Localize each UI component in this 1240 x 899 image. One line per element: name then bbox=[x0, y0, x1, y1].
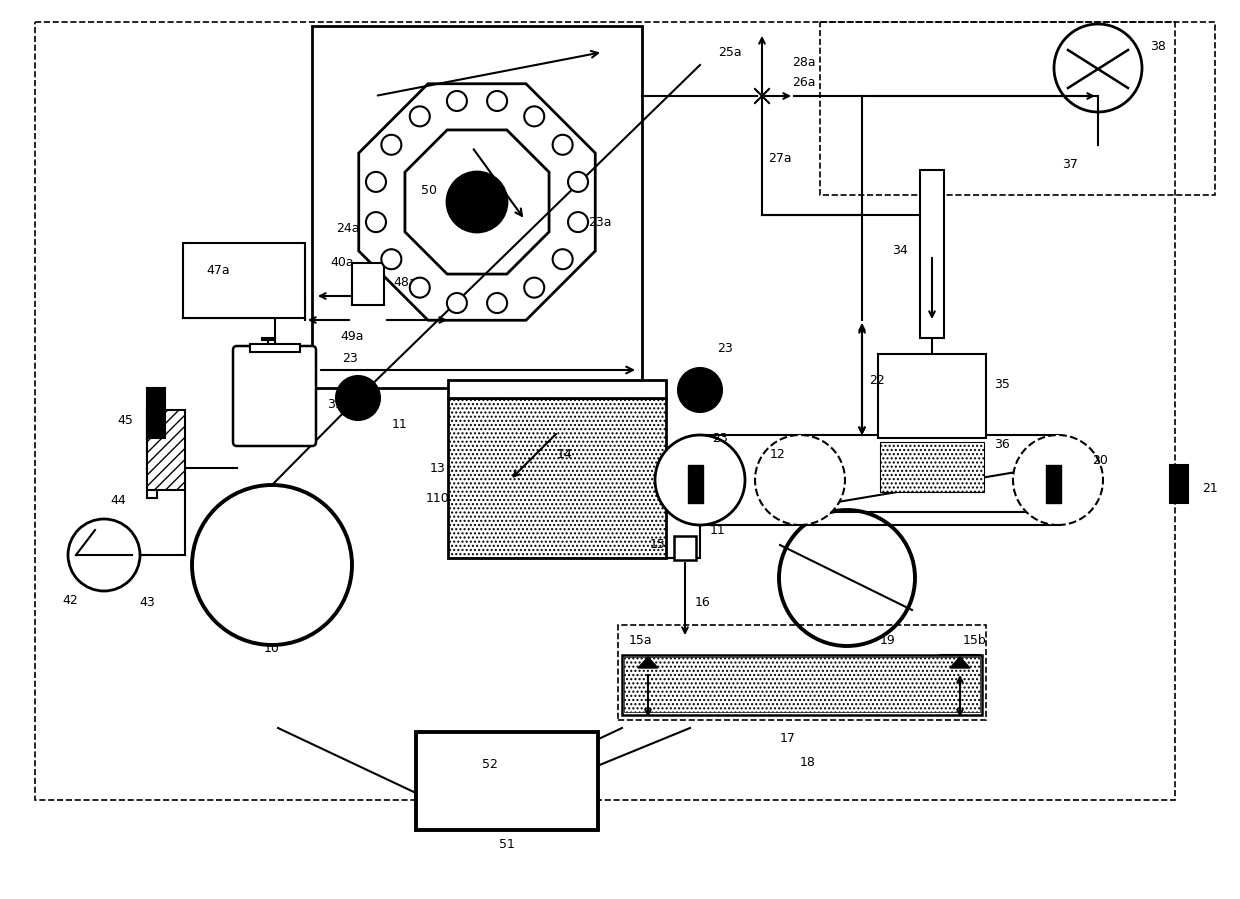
Text: 15: 15 bbox=[650, 539, 666, 551]
Text: 20: 20 bbox=[1092, 453, 1107, 467]
Text: 21: 21 bbox=[1202, 482, 1218, 494]
Circle shape bbox=[1013, 435, 1104, 525]
Bar bbox=[448, 380, 666, 398]
Text: 48a: 48a bbox=[393, 275, 417, 289]
Bar bbox=[352, 263, 384, 305]
Text: 50: 50 bbox=[422, 183, 436, 197]
Text: 37: 37 bbox=[1063, 158, 1078, 172]
Text: 40a: 40a bbox=[330, 255, 353, 269]
Text: 45: 45 bbox=[117, 414, 133, 426]
Text: 23a: 23a bbox=[588, 216, 611, 228]
Text: 13: 13 bbox=[430, 461, 446, 475]
Text: 47a: 47a bbox=[206, 263, 229, 277]
Bar bbox=[1047, 465, 1061, 503]
Circle shape bbox=[366, 212, 386, 232]
Text: 12: 12 bbox=[770, 449, 786, 461]
Text: 10: 10 bbox=[264, 642, 280, 654]
Text: 17: 17 bbox=[780, 732, 796, 744]
Text: 18: 18 bbox=[800, 755, 816, 769]
Text: 22: 22 bbox=[869, 373, 885, 387]
Circle shape bbox=[755, 435, 844, 525]
Polygon shape bbox=[639, 657, 658, 668]
Circle shape bbox=[568, 172, 588, 191]
Text: 51: 51 bbox=[498, 839, 515, 851]
Text: 43: 43 bbox=[139, 597, 155, 610]
Circle shape bbox=[525, 278, 544, 298]
Text: 11: 11 bbox=[711, 523, 725, 537]
Text: 27a: 27a bbox=[769, 152, 792, 165]
Circle shape bbox=[655, 435, 745, 525]
Bar bbox=[920, 170, 944, 338]
Circle shape bbox=[678, 368, 722, 412]
Bar bbox=[878, 354, 986, 438]
Bar bbox=[1171, 465, 1188, 503]
Bar bbox=[184, 243, 305, 318]
Bar bbox=[622, 655, 982, 715]
FancyBboxPatch shape bbox=[233, 346, 316, 446]
Text: 19: 19 bbox=[880, 634, 895, 646]
Circle shape bbox=[409, 106, 430, 127]
Text: 38: 38 bbox=[1149, 40, 1166, 54]
Bar bbox=[688, 465, 703, 503]
Text: 26a: 26a bbox=[792, 76, 816, 88]
Text: 23: 23 bbox=[342, 352, 358, 364]
Text: 35: 35 bbox=[994, 378, 1009, 391]
Circle shape bbox=[446, 172, 507, 232]
Bar bbox=[624, 657, 980, 712]
Text: 28a: 28a bbox=[792, 56, 816, 68]
Text: 39: 39 bbox=[327, 398, 343, 412]
Bar bbox=[250, 344, 300, 352]
Circle shape bbox=[487, 293, 507, 313]
Circle shape bbox=[366, 172, 386, 191]
Text: 49a: 49a bbox=[340, 330, 363, 343]
Text: 15b: 15b bbox=[963, 634, 987, 646]
Circle shape bbox=[553, 249, 573, 269]
Bar bbox=[415, 732, 598, 830]
Bar bbox=[880, 442, 985, 492]
Text: 36: 36 bbox=[994, 439, 1009, 451]
Text: 44: 44 bbox=[110, 494, 126, 506]
Text: 110: 110 bbox=[427, 492, 450, 504]
Circle shape bbox=[382, 249, 402, 269]
Bar bbox=[312, 26, 642, 388]
Bar bbox=[448, 398, 666, 558]
Text: 52: 52 bbox=[482, 758, 498, 770]
Text: 34: 34 bbox=[892, 244, 908, 256]
Bar bbox=[148, 410, 185, 490]
Text: 24a: 24a bbox=[336, 221, 360, 235]
Text: 23: 23 bbox=[712, 432, 728, 444]
Text: 16: 16 bbox=[696, 595, 711, 609]
Circle shape bbox=[446, 293, 467, 313]
Circle shape bbox=[553, 135, 573, 155]
Text: 23: 23 bbox=[717, 342, 733, 354]
Circle shape bbox=[409, 278, 430, 298]
Circle shape bbox=[525, 106, 544, 127]
Circle shape bbox=[382, 135, 402, 155]
Text: 11: 11 bbox=[392, 419, 408, 432]
Polygon shape bbox=[950, 657, 970, 668]
Circle shape bbox=[568, 212, 588, 232]
Circle shape bbox=[487, 91, 507, 111]
Text: 25a: 25a bbox=[718, 47, 742, 59]
Text: 14: 14 bbox=[557, 449, 573, 461]
Bar bbox=[148, 388, 165, 438]
Text: 42: 42 bbox=[62, 593, 78, 607]
Text: 15a: 15a bbox=[629, 634, 652, 646]
Bar bbox=[618, 625, 986, 720]
Circle shape bbox=[336, 376, 379, 420]
Circle shape bbox=[446, 91, 467, 111]
Bar bbox=[148, 403, 157, 498]
Bar bbox=[675, 536, 696, 560]
